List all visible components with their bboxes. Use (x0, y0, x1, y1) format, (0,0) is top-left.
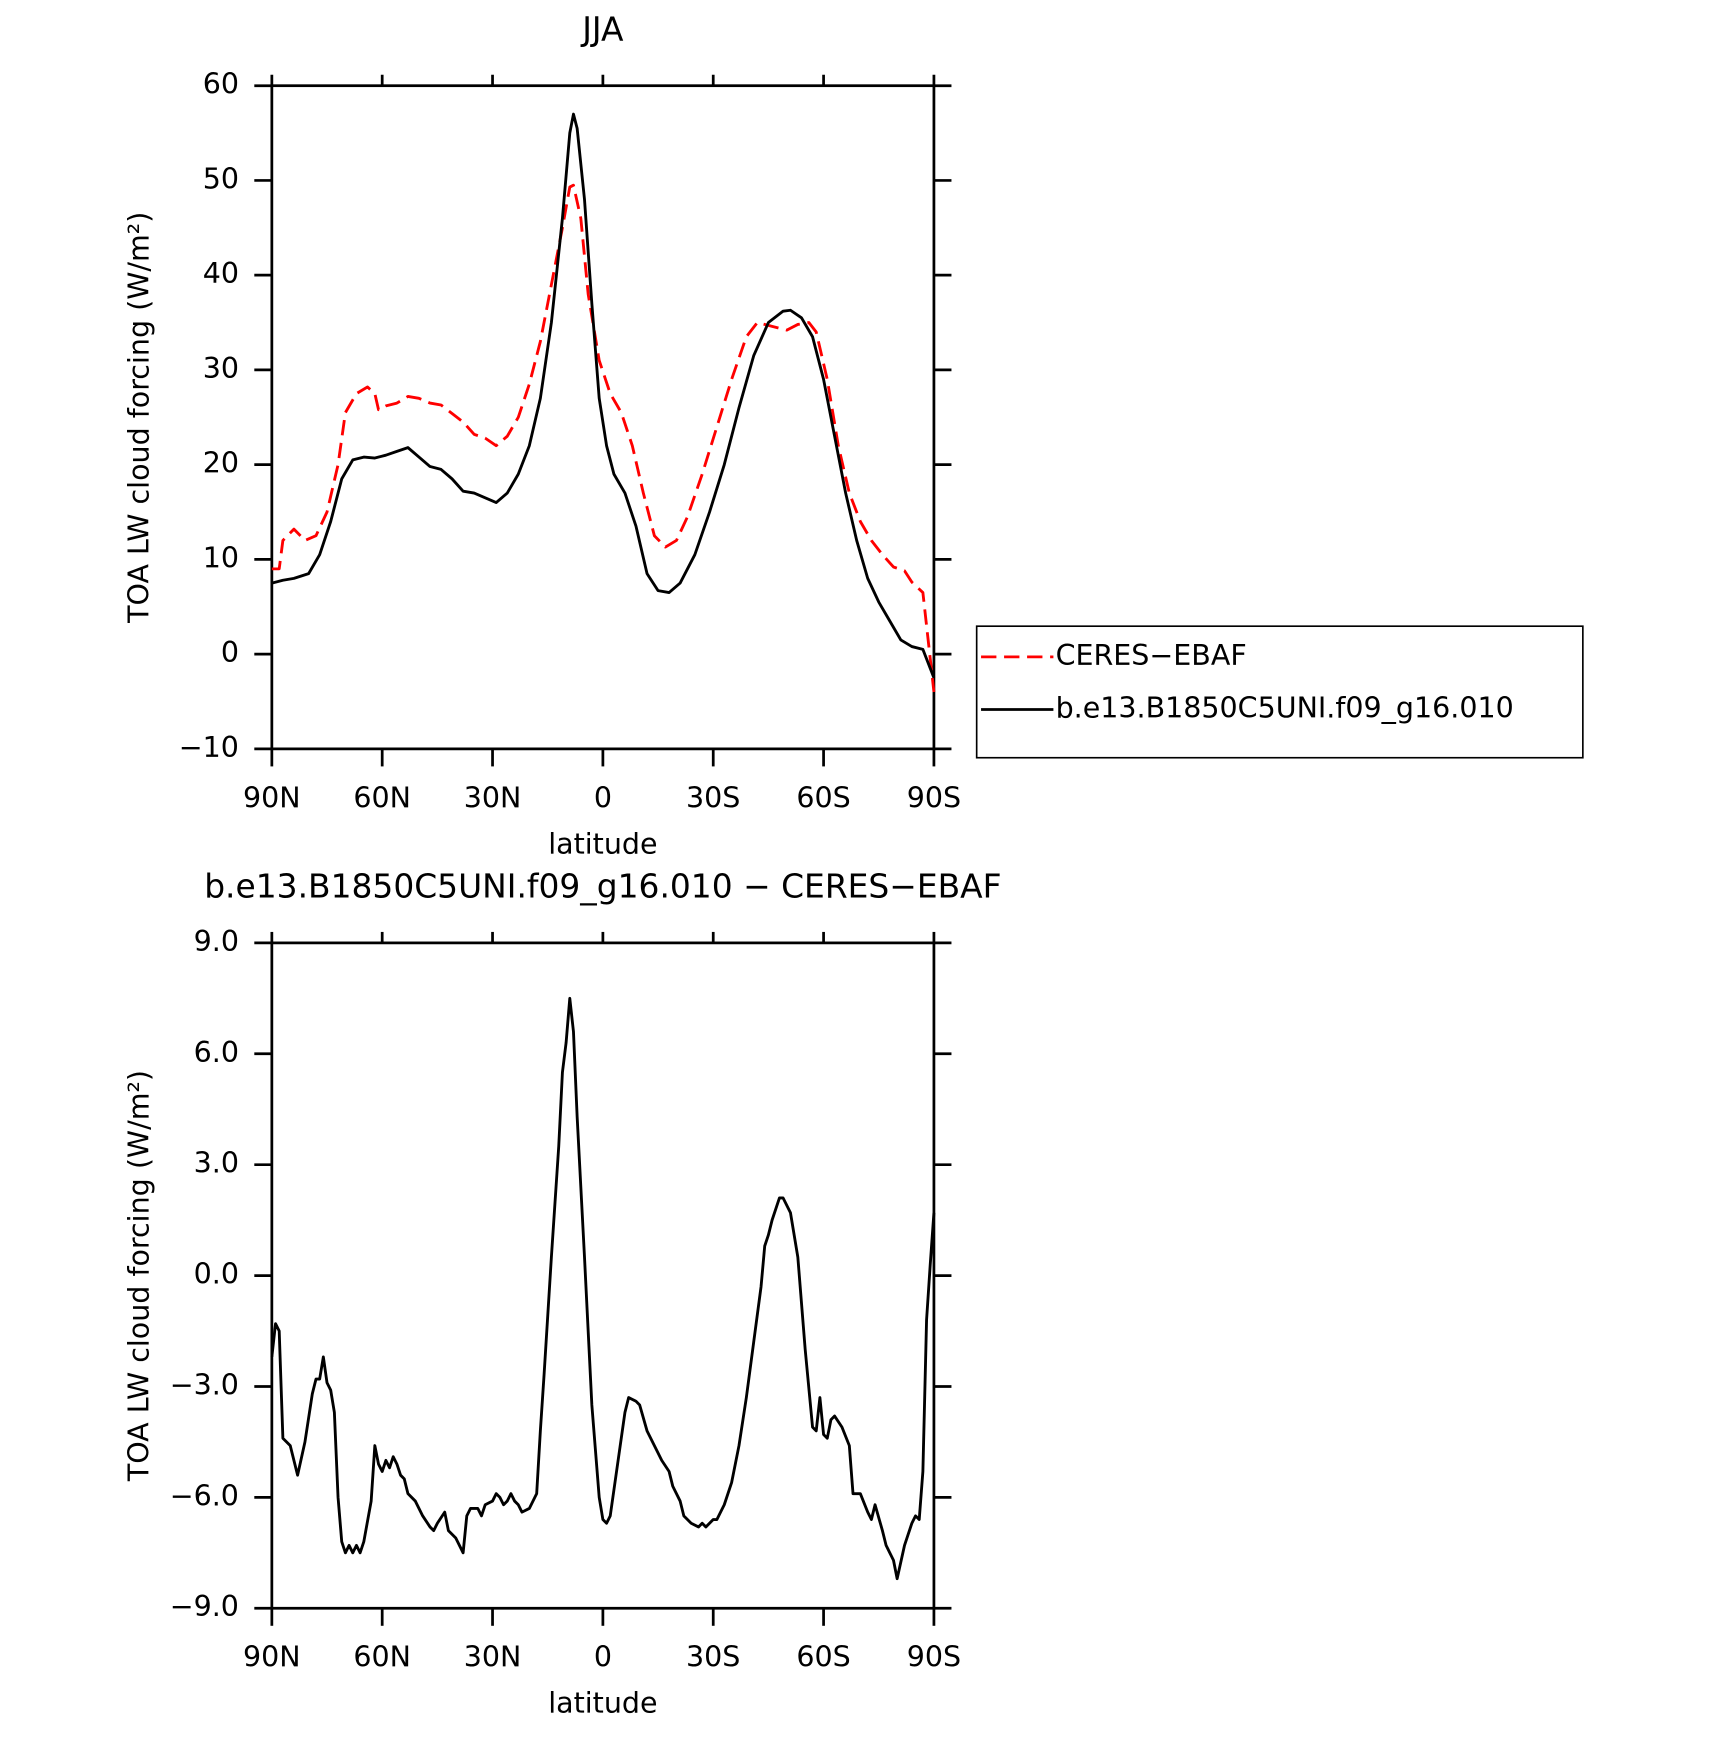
x-tick-label: 60S (796, 781, 850, 814)
y-tick-label: −10 (179, 731, 239, 764)
legend-label: CERES−EBAF (1056, 639, 1247, 672)
y-tick-label: 0.0 (194, 1258, 239, 1291)
y-tick-label: 30 (203, 352, 239, 385)
y-tick-label: 3.0 (194, 1147, 239, 1180)
x-tick-label: 60N (353, 781, 411, 814)
y-tick-label: 9.0 (194, 925, 239, 958)
y-tick-label: 0 (221, 636, 239, 669)
x-tick-label: 0 (594, 1641, 612, 1674)
legend-box (975, 625, 1584, 759)
x-axis-label: latitude (548, 827, 657, 860)
chart-title: JJA (580, 9, 624, 48)
chart-title: b.e13.B1850C5UNI.f09_g16.010 − CERES−EBA… (204, 867, 1001, 906)
data-line (271, 183, 936, 693)
legend-label: b.e13.B1850C5UNI.f09_g16.010 (1056, 691, 1514, 724)
data-line (270, 996, 936, 1581)
x-tick-label: 0 (594, 781, 612, 814)
y-tick-label: 6.0 (194, 1036, 239, 1069)
data-line (271, 112, 936, 679)
x-tick-label: 90N (243, 1641, 301, 1674)
x-tick-label: 60N (353, 1641, 411, 1674)
x-tick-label: 30S (686, 1641, 740, 1674)
y-tick-label: 50 (203, 162, 239, 195)
x-tick-label: 30S (686, 781, 740, 814)
x-tick-label: 60S (796, 1641, 850, 1674)
y-axis-label: TOA LW cloud forcing (W/m²) (122, 212, 155, 624)
y-tick-label: −3.0 (170, 1368, 239, 1401)
y-tick-label: 10 (203, 541, 239, 574)
y-tick-label: 20 (203, 447, 239, 480)
x-axis-label: latitude (548, 1687, 657, 1720)
x-tick-label: 30N (464, 1641, 522, 1674)
y-tick-label: −9.0 (170, 1590, 239, 1623)
x-tick-label: 90N (243, 781, 301, 814)
x-tick-label: 30N (464, 781, 522, 814)
x-tick-label: 90S (907, 781, 961, 814)
y-tick-label: −6.0 (170, 1479, 239, 1512)
y-tick-label: 60 (203, 68, 239, 101)
y-tick-label: 40 (203, 257, 239, 290)
y-axis-label: TOA LW cloud forcing (W/m²) (122, 1070, 155, 1482)
x-tick-label: 90S (907, 1641, 961, 1674)
